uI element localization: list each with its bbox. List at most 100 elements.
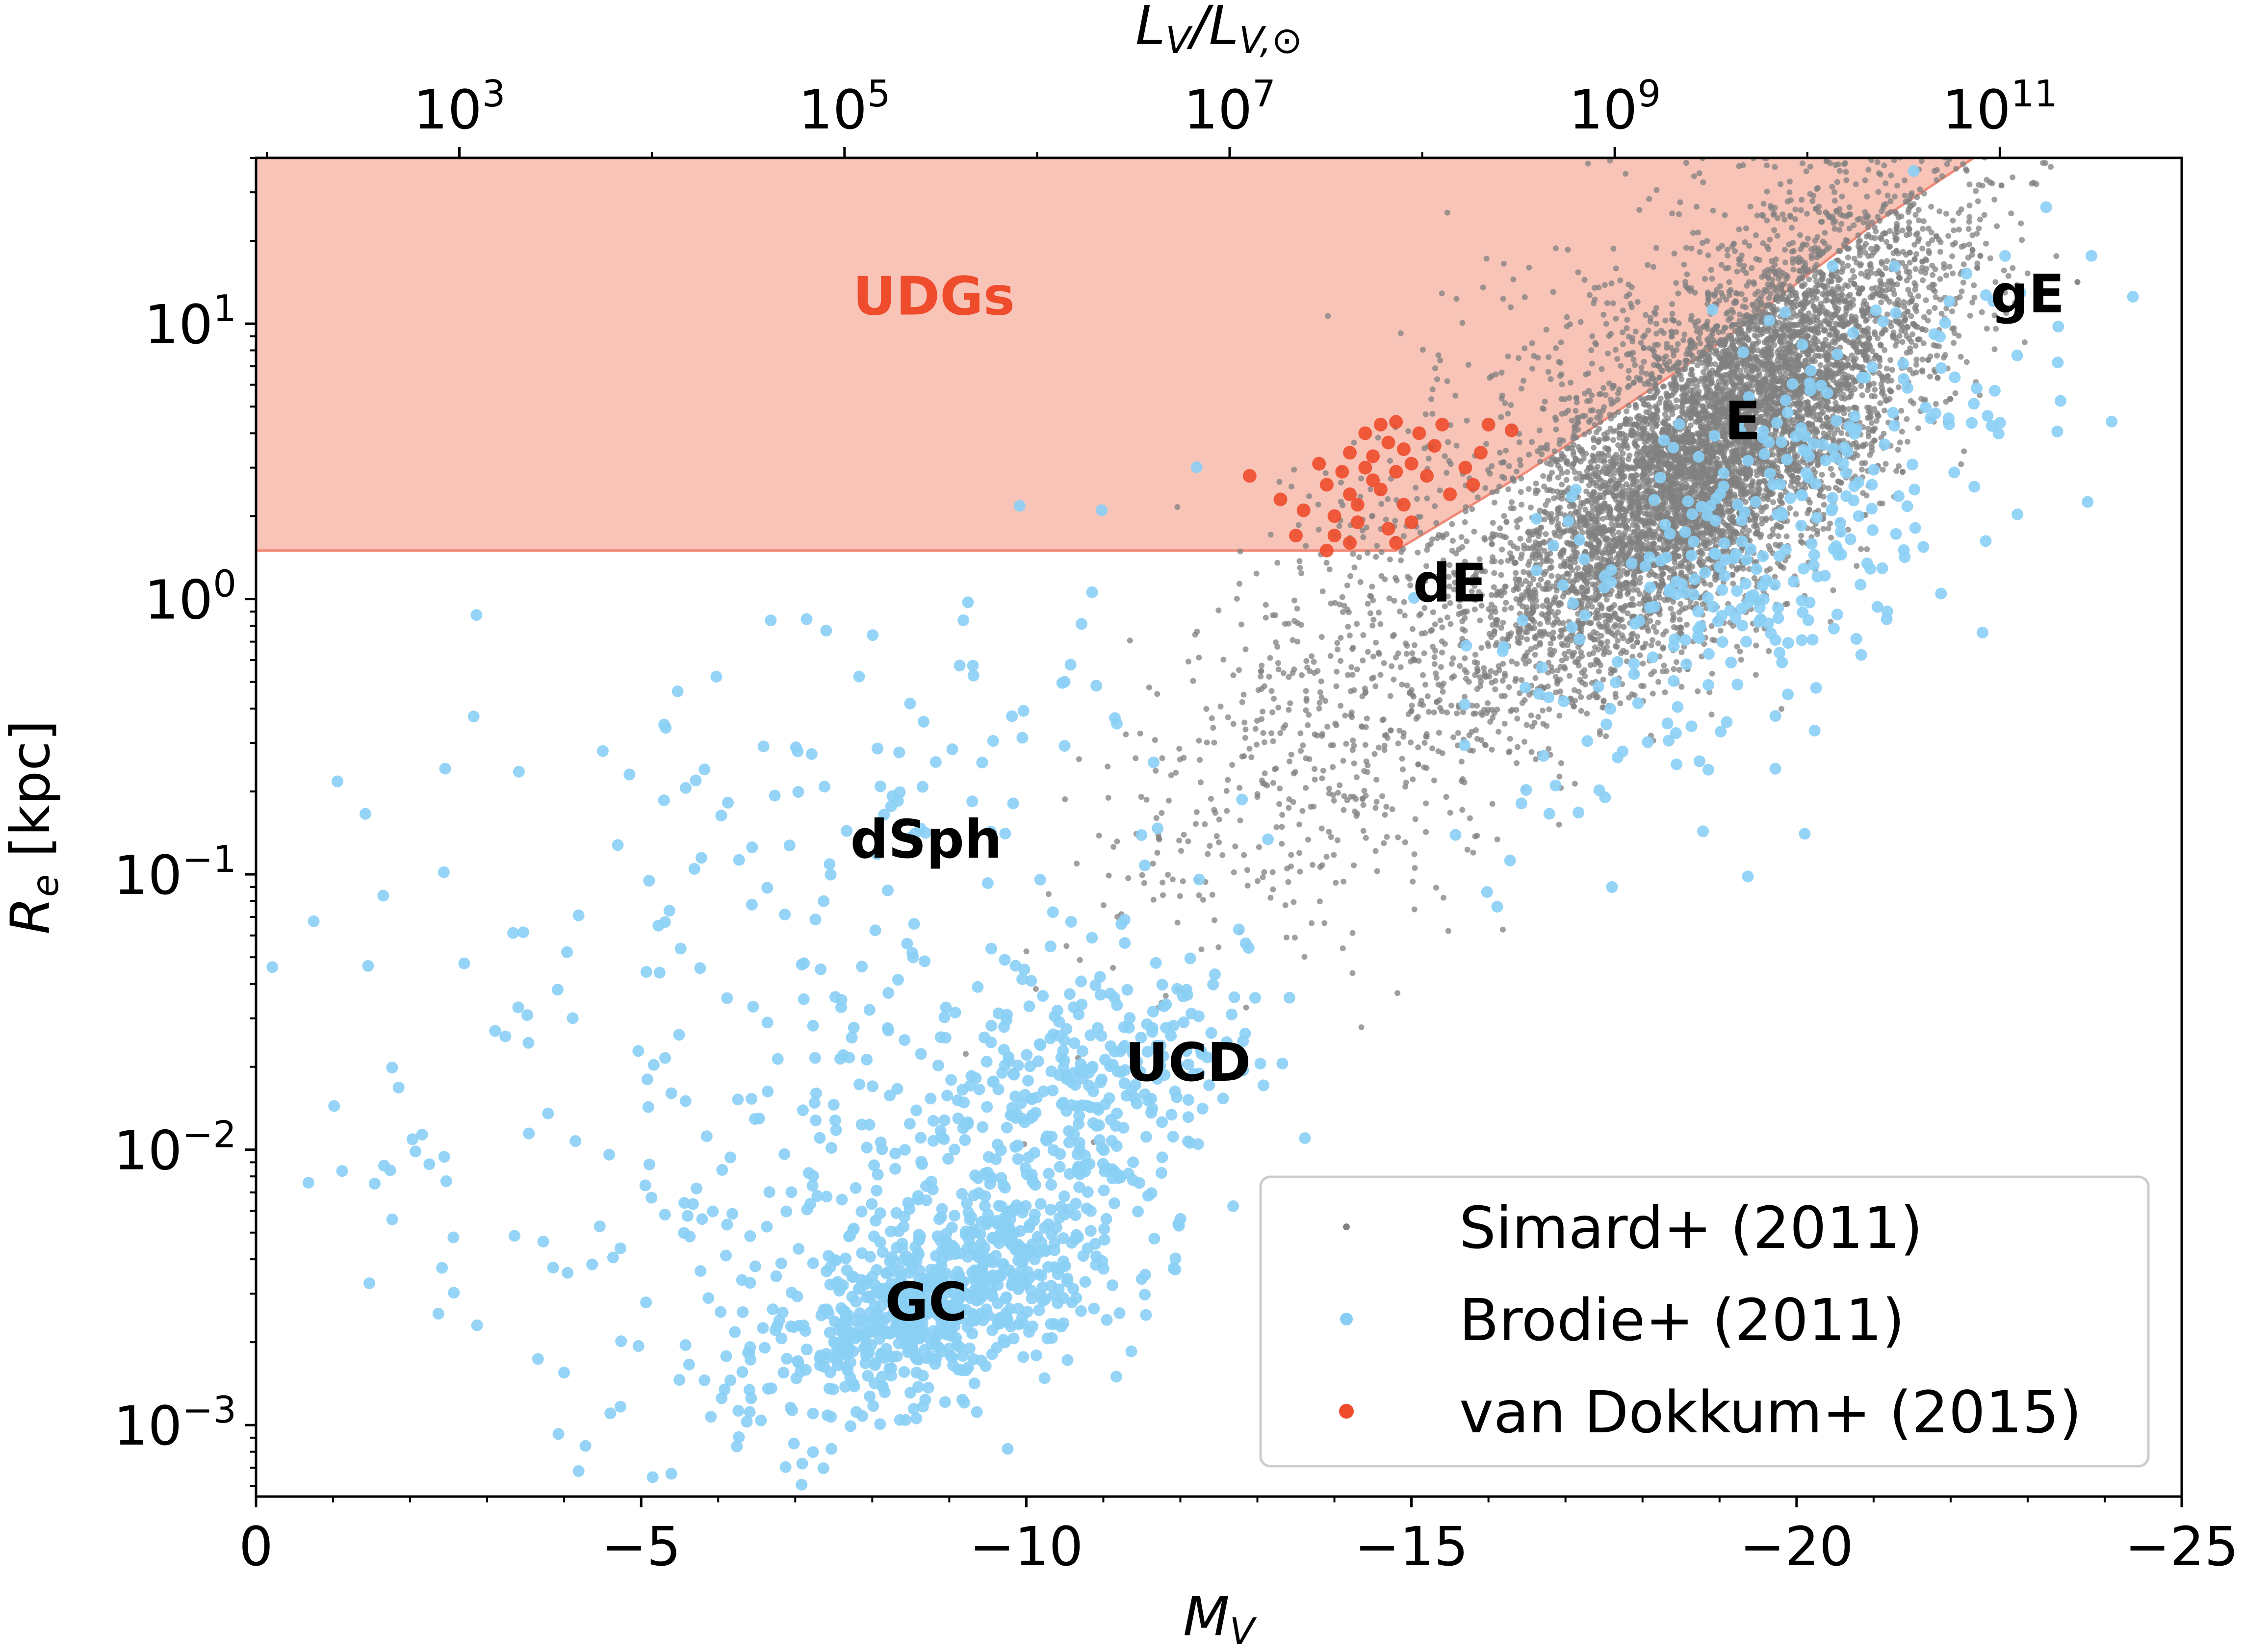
- data-point: [1481, 665, 1487, 671]
- data-point: [1981, 212, 1987, 218]
- data-point: [1514, 715, 1521, 722]
- data-point: [1824, 404, 1830, 410]
- data-point: [1423, 829, 1429, 835]
- data-point: [1509, 499, 1515, 506]
- data-point: [1875, 214, 1881, 220]
- data-point: [1622, 541, 1628, 548]
- data-point: [1548, 640, 1554, 647]
- data-point: [1632, 362, 1638, 368]
- data-point: [1434, 574, 1440, 580]
- data-point: [1708, 267, 1714, 273]
- data-point: [1901, 304, 1908, 310]
- data-point: [1797, 232, 1803, 238]
- data-point: [1663, 628, 1669, 635]
- data-point: [1540, 708, 1546, 713]
- data-point: [1518, 555, 1524, 561]
- data-point: [1887, 198, 1894, 204]
- data-point: [1781, 280, 1787, 287]
- data-point: [1476, 556, 1483, 562]
- data-point: [1651, 624, 1657, 630]
- data-point: [1598, 662, 1604, 668]
- data-point: [1882, 347, 1888, 353]
- data-point: [1828, 534, 1834, 541]
- data-point: [1497, 525, 1503, 532]
- data-point: [1548, 564, 1555, 570]
- data-point: [1681, 261, 1687, 268]
- data-point: [1724, 247, 1730, 253]
- data-point: [1912, 266, 1919, 272]
- data-point: [1656, 594, 1663, 601]
- data-point: [1860, 219, 1866, 226]
- data-point: [1974, 260, 1981, 267]
- data-point: [1671, 565, 1677, 572]
- data-point: [1545, 580, 1551, 586]
- data-point: [1827, 520, 1833, 527]
- data-point: [1514, 760, 1520, 766]
- data-point: [1873, 284, 1879, 291]
- data-point: [1773, 256, 1779, 262]
- data-point: [1761, 339, 1768, 346]
- data-point: [1778, 181, 1784, 187]
- data-point: [1687, 338, 1693, 344]
- data-point: [1887, 357, 1894, 363]
- data-point: [2008, 210, 2014, 217]
- data-point: [1754, 212, 1760, 219]
- data-point: [1471, 606, 1478, 612]
- data-point: [1439, 624, 1445, 631]
- data-point: [1522, 578, 1529, 584]
- data-point: [1787, 505, 1793, 511]
- data-point: [1877, 500, 1883, 507]
- data-point: [1677, 616, 1683, 623]
- data-point: [1556, 712, 1563, 719]
- data-point: [1737, 648, 1743, 655]
- data-point: [1619, 497, 1625, 504]
- data-point: [1806, 276, 1812, 282]
- data-point: [1524, 636, 1530, 642]
- data-point: [1855, 232, 1861, 238]
- data-point: [1809, 198, 1816, 204]
- data-point: [1906, 219, 1912, 226]
- data-point: [1551, 448, 1558, 455]
- data-point: [1422, 682, 1428, 688]
- data-point: [1864, 546, 1870, 552]
- data-point: [1888, 172, 1894, 178]
- data-point: [1616, 386, 1623, 393]
- data-point: [1605, 350, 1611, 356]
- data-point: [1905, 149, 1911, 155]
- data-point: [1647, 618, 1653, 624]
- data-point: [1774, 232, 1780, 239]
- data-point: [1550, 629, 1556, 635]
- data-point: [1905, 286, 1911, 293]
- data-point: [1573, 407, 1579, 414]
- data-point: [1907, 291, 1913, 298]
- data-point: [1836, 487, 1842, 493]
- data-point: [1558, 450, 1565, 457]
- data-point: [1577, 458, 1584, 465]
- data-point: [1498, 559, 1504, 565]
- data-point: [1914, 230, 1921, 236]
- data-point: [1736, 261, 1742, 267]
- data-point: [1830, 587, 1836, 593]
- data-point: [1559, 482, 1565, 488]
- data-point: [2001, 267, 2007, 274]
- data-point: [1742, 297, 1749, 303]
- data-point: [1873, 228, 1879, 234]
- data-point: [1607, 629, 1613, 635]
- data-point: [1563, 636, 1570, 643]
- data-point: [1790, 240, 1796, 246]
- data-point: [1792, 206, 1799, 213]
- data-point: [1766, 326, 1772, 332]
- data-point: [1523, 722, 1530, 728]
- data-point: [1602, 392, 1609, 398]
- data-point: [1526, 537, 1532, 543]
- data-point: [1673, 659, 1679, 665]
- data-point: [1774, 288, 1780, 295]
- data-point: [1920, 218, 1927, 224]
- data-point: [1748, 482, 1754, 488]
- data-point: [1639, 369, 1645, 376]
- data-point: [1592, 422, 1598, 428]
- data-point: [1360, 802, 1367, 808]
- data-point: [1830, 472, 1836, 478]
- data-point: [1725, 265, 1731, 271]
